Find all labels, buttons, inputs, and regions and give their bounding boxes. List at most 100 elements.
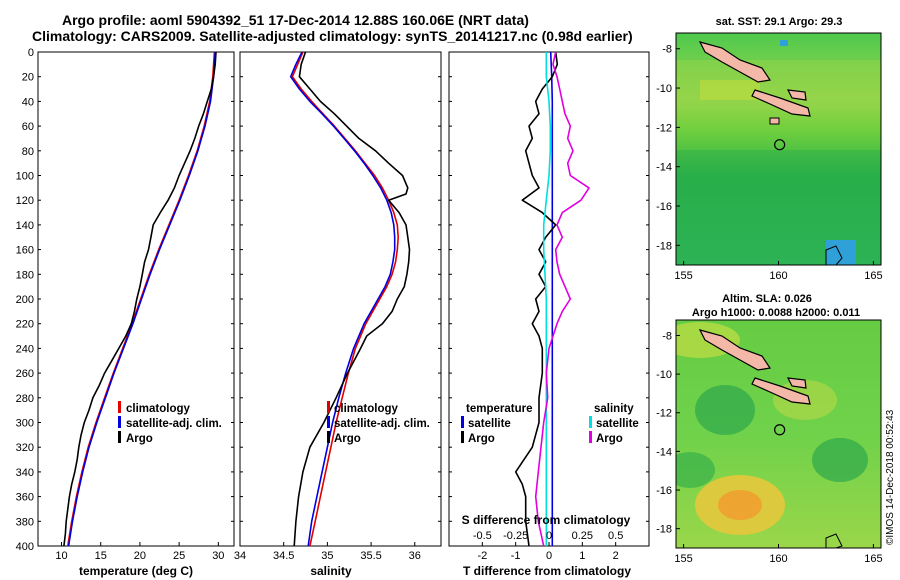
- legend-swatch-t-argo: [461, 431, 464, 443]
- map-y-tick-label: -14: [656, 162, 672, 174]
- depth-tick-label: 140: [16, 220, 34, 232]
- sla-map-subtitle: Argo h1000: 0.0088 h2000: 0.011: [692, 307, 860, 319]
- island-shape: [786, 89, 807, 101]
- sla-low-patch: [812, 438, 868, 482]
- imos-credit: ©IMOS 14-Dec-2018 00:52:43: [885, 409, 896, 545]
- salinity-legend: climatology satellite-adj. clim. Argo: [327, 401, 430, 445]
- island-shape: [769, 117, 780, 125]
- x-tick-label: 20: [134, 550, 146, 562]
- depth-tick-label: 360: [16, 492, 34, 504]
- legend-satellite-adj: satellite-adj. clim.: [334, 418, 430, 430]
- map-y-tick-label: -12: [656, 408, 672, 420]
- island-shape: [698, 41, 772, 83]
- depth-tick-label: 120: [16, 195, 34, 207]
- s-diff-tick-label: 0.5: [608, 530, 623, 542]
- depth-tick-label: 220: [16, 319, 34, 331]
- legend-t-satellite: satellite: [468, 418, 511, 430]
- depth-tick-label: 340: [16, 467, 34, 479]
- map-y-tick-label: -12: [656, 122, 672, 134]
- sst-map: [676, 33, 881, 265]
- depth-axis: 0 20 40 60 80 100 120 140 160 180 200 220 240 260 280 3…: [16, 47, 649, 553]
- series-line-climatology: [291, 52, 400, 546]
- series-line-argo: [63, 52, 217, 546]
- legend-satellite-adj: satellite-adj. clim.: [126, 418, 222, 430]
- difference-profile-lines: [514, 52, 590, 546]
- depth-tick-label: 400: [16, 541, 34, 553]
- temperature-profile-lines: [63, 52, 217, 546]
- argo-position-marker: [774, 139, 786, 151]
- series-line-s-satellite: [542, 52, 552, 546]
- legend-swatch-satellite: [327, 416, 330, 428]
- temperature-axis-label: temperature (deg C): [79, 564, 193, 578]
- legend-swatch-climatology: [118, 401, 121, 413]
- island-shape: [751, 89, 811, 117]
- map-y-tick-label: -18: [656, 240, 672, 252]
- depth-tick-label: 320: [16, 442, 34, 454]
- legend-argo: Argo: [126, 433, 153, 445]
- figure-title-line2: Climatology: CARS2009. Satellite-adjuste…: [32, 28, 633, 44]
- sst-cloud-patch: [826, 240, 856, 265]
- x-tick-label: 25: [173, 550, 185, 562]
- x-tick-label: 34: [234, 550, 246, 562]
- series-line-t-argo: [514, 52, 559, 546]
- island-shape: [698, 329, 772, 371]
- map-x-tick-label: 160: [769, 270, 787, 282]
- legend-swatch-satellite: [118, 416, 121, 428]
- legend-climatology: climatology: [126, 403, 191, 415]
- legend-t-argo: Argo: [468, 433, 495, 445]
- map-y-tick-label: -16: [656, 485, 672, 497]
- legend-swatch-s-satellite: [589, 416, 592, 428]
- x-tick-label: 2: [613, 550, 619, 562]
- x-tick-label: 34.5: [273, 550, 294, 562]
- depth-tick-label: 300: [16, 418, 34, 430]
- depth-tick-label: 240: [16, 343, 34, 355]
- s-diff-tick-label: -0.5: [473, 530, 492, 542]
- x-tick-label: 30: [212, 550, 224, 562]
- depth-tick-label: 40: [22, 96, 34, 108]
- legend-swatch-argo: [327, 431, 330, 443]
- x-tick-label: 0: [546, 550, 552, 562]
- sla-low-patch: [695, 385, 755, 435]
- series-line-s-argo: [534, 52, 590, 546]
- legend-temperature-header: temperature: [466, 403, 532, 415]
- depth-tick-label: 280: [16, 393, 34, 405]
- temperature-legend: climatology satellite-adj. clim. Argo: [118, 401, 222, 445]
- x-axes: 10 15 20 25 30 34 34.5 35 35.5 36 -2 -1 0 1 2 -0.5 -0.25…: [55, 530, 623, 562]
- depth-tick-label: 0: [28, 47, 34, 59]
- salinity-axis-label: salinity: [310, 564, 352, 578]
- argo-position-marker: [774, 424, 786, 436]
- map-x-tick-label: 165: [864, 553, 882, 565]
- x-tick-label: 10: [55, 550, 67, 562]
- s-diff-tick-label: -0.25: [503, 530, 528, 542]
- legend-swatch-t-satellite: [461, 416, 464, 428]
- map-y-tick-label: -10: [656, 369, 672, 381]
- depth-tick-label: 180: [16, 269, 34, 281]
- s-diff-tick-label: 0.25: [572, 530, 593, 542]
- depth-tick-label: 160: [16, 245, 34, 257]
- depth-tick-label: 260: [16, 368, 34, 380]
- island-outline: [825, 245, 843, 265]
- island-shape: [786, 377, 807, 389]
- depth-tick-label: 200: [16, 294, 34, 306]
- sla-map: [676, 320, 881, 548]
- island-outline: [825, 533, 843, 548]
- map-x-tick-label: 160: [769, 553, 787, 565]
- island-shape: [751, 377, 811, 405]
- salinity-panel-frame: [239, 51, 442, 547]
- series-line-argo: [293, 52, 411, 546]
- depth-tick-label: 80: [22, 146, 34, 158]
- map-y-tick-label: -14: [656, 446, 672, 458]
- series-line-t-satellite: [549, 52, 554, 546]
- sla-map-axes: 155 160 165 -8 -10 -12 -14 -16 -18: [656, 330, 882, 565]
- difference-legend: temperature satellite Argo salinity sate…: [461, 403, 639, 445]
- depth-tick-label: 20: [22, 72, 34, 84]
- legend-swatch-argo: [118, 431, 121, 443]
- salinity-profile-lines: [289, 52, 411, 546]
- x-tick-label: 35.5: [360, 550, 381, 562]
- map-y-tick-label: -16: [656, 201, 672, 213]
- sst-map-axes: 155 160 165 -8 -10 -12 -14 -16 -18: [656, 44, 882, 282]
- sst-warm-patch: [700, 80, 760, 100]
- depth-tick-label: 60: [22, 121, 34, 133]
- x-tick-label: -1: [511, 550, 521, 562]
